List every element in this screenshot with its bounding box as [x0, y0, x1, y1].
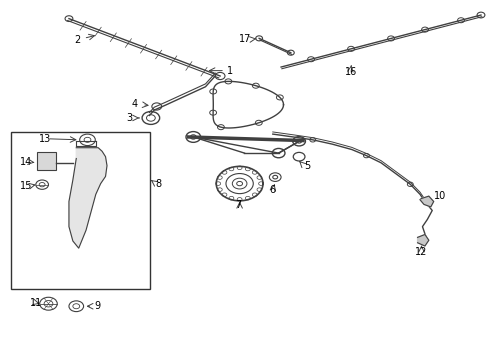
Text: 15: 15: [20, 181, 33, 192]
Polygon shape: [417, 234, 428, 246]
Text: 12: 12: [414, 247, 427, 257]
Text: 3: 3: [126, 113, 132, 123]
Bar: [11, 132, 150, 289]
Text: 5: 5: [304, 161, 309, 171]
Text: 2: 2: [74, 35, 80, 45]
Text: 10: 10: [433, 191, 445, 201]
Text: 17: 17: [238, 34, 250, 44]
Text: 7: 7: [235, 200, 241, 210]
Text: 4: 4: [131, 99, 137, 109]
Polygon shape: [419, 196, 433, 207]
Text: 8: 8: [156, 179, 162, 189]
Text: 14: 14: [20, 157, 32, 167]
Text: 9: 9: [94, 301, 100, 311]
Text: 13: 13: [39, 134, 51, 144]
Text: 16: 16: [344, 67, 356, 77]
Text: 1: 1: [227, 66, 233, 76]
Bar: [37, 152, 56, 170]
Text: 6: 6: [269, 185, 275, 195]
Text: 11: 11: [30, 298, 42, 308]
Polygon shape: [69, 148, 107, 248]
